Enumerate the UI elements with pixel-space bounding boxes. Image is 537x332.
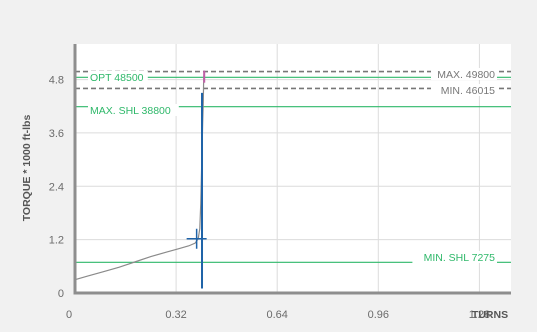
y-tick-label: 1.2	[49, 235, 64, 247]
ref-label-bg	[88, 104, 179, 116]
reference-line-label: MIN. SHL 7275	[424, 252, 496, 264]
x-axis-label: TURNS	[472, 309, 508, 321]
y-tick-label: 4.8	[49, 75, 64, 87]
reference-lines: MAX. 49800 OPT 48500 MIN. 46015 MAX. SHL 38…	[75, 68, 511, 264]
x-tick-label: 1.28	[469, 309, 490, 321]
y-tick-label: 3.6	[49, 128, 64, 140]
ref-label-bg	[431, 68, 497, 80]
x-tick-label: 0.96	[368, 309, 389, 321]
reference-line-label: MIN. 46015	[441, 85, 495, 97]
ref-label-bg	[412, 251, 497, 263]
y-tick-label: 2.4	[49, 181, 64, 193]
tick-labels: 0 0.32 0.64 0.96 1.28 0 1.2 2.4 3.6 4.8	[49, 75, 490, 321]
x-tick-label: 0.64	[266, 309, 287, 321]
ref-label-bg	[88, 71, 148, 83]
x-tick-label: 0.32	[165, 309, 186, 321]
reference-line-label: OPT 48500	[90, 72, 144, 84]
reference-line-label: MAX. SHL 38800	[90, 105, 171, 117]
axes	[73, 44, 511, 295]
y-axis-label: TORQUE * 1000 ft-lbs	[21, 115, 33, 222]
ref-label-bg	[431, 84, 497, 96]
marker-layer	[186, 92, 207, 289]
y-tick-label: 0	[58, 288, 64, 300]
reference-line-label: MAX. 49800	[437, 69, 495, 81]
x-tick-label: 0	[66, 309, 72, 321]
